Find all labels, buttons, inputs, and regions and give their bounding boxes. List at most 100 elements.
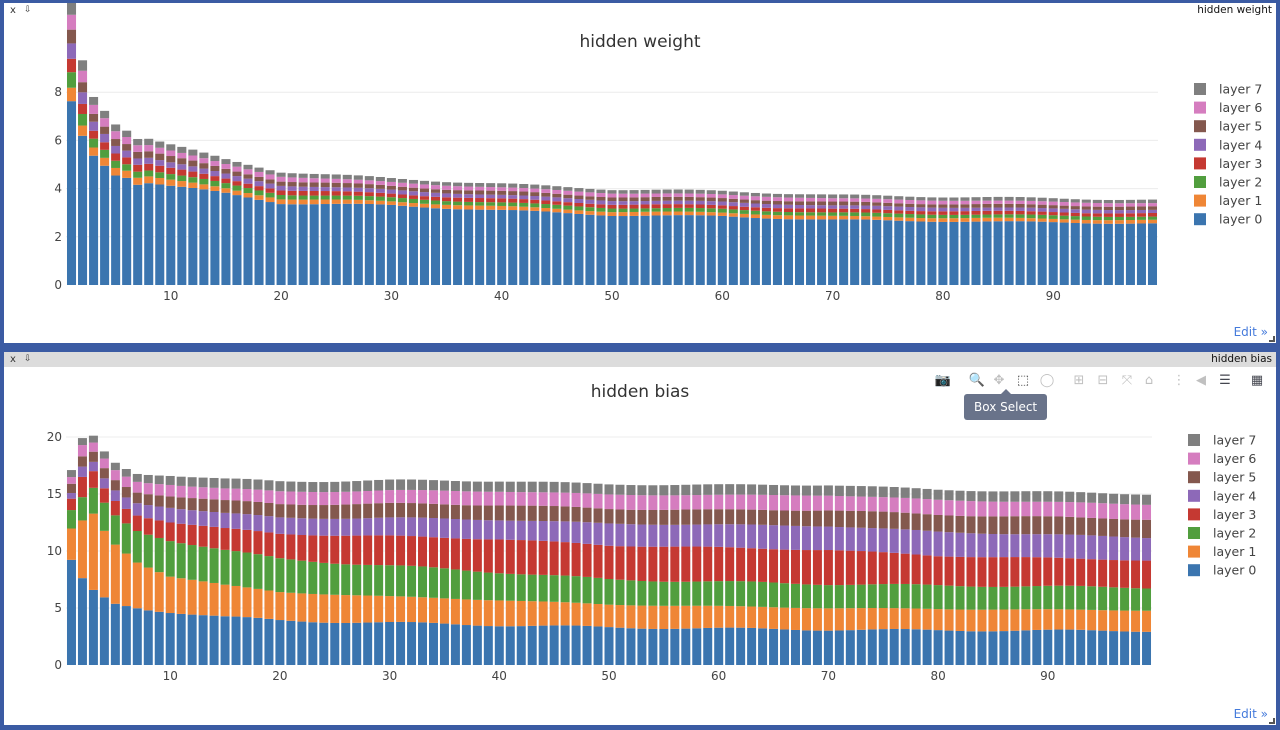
bar-segment [695, 197, 705, 201]
bar-segment [1147, 219, 1158, 224]
bar-segment [1059, 215, 1069, 220]
resize-handle[interactable] [1269, 718, 1275, 724]
bar-segment [475, 209, 485, 285]
bar-segment [1136, 223, 1146, 285]
bar-segment [823, 550, 833, 586]
bar-segment [464, 190, 474, 195]
bar-segment [176, 497, 186, 510]
bar-segment [1043, 629, 1053, 665]
close-icon[interactable]: x [10, 354, 16, 365]
bar-segment [900, 629, 910, 665]
bar-segment [845, 496, 855, 511]
bar-segment [839, 201, 849, 206]
bar-segment [430, 200, 441, 205]
close-icon[interactable]: x [10, 5, 16, 16]
bar-segment [867, 629, 877, 665]
bar-segment [1147, 206, 1158, 210]
bar-segment [955, 556, 965, 587]
bar-segment [276, 172, 286, 177]
bar-segment [571, 602, 581, 626]
pin-icon[interactable]: ⇩ [24, 354, 32, 364]
bar-segment [386, 185, 396, 190]
plotly-logo-icon[interactable]: ▦ [1250, 373, 1264, 388]
bar-segment [593, 603, 603, 627]
bar-segment [1032, 516, 1042, 535]
bar-segment [596, 197, 606, 201]
bar-segment [900, 529, 910, 554]
bar-segment [385, 535, 395, 566]
bar-segment [242, 529, 252, 553]
reset-axes-icon[interactable]: ⌂ [1144, 373, 1154, 388]
bar-segment [695, 193, 705, 198]
resize-handle[interactable] [1269, 336, 1275, 342]
bar-segment [430, 189, 441, 193]
hover-closest-icon[interactable]: ◀ [1196, 373, 1206, 388]
bar-segment [461, 481, 471, 492]
bar-segment [275, 481, 285, 492]
bar-segment [363, 518, 373, 536]
bar-segment [209, 499, 219, 512]
bar-segment [670, 546, 680, 582]
bar-segment [966, 533, 976, 558]
bar-segment [739, 210, 749, 214]
pin-icon[interactable]: ⇩ [24, 5, 32, 15]
bar-segment [155, 147, 165, 154]
edit-link[interactable]: Edit » [1233, 325, 1268, 339]
box-select-icon[interactable]: ⬚ [1016, 373, 1030, 388]
bar-segment [320, 195, 330, 200]
bar-segment [867, 496, 877, 512]
zoom-out-icon[interactable]: ⊟ [1097, 373, 1109, 388]
bar-segment [408, 191, 418, 196]
bar-segment [861, 201, 871, 206]
bar-segment [78, 103, 88, 114]
bar-segment [883, 213, 893, 217]
pan-icon[interactable]: ✥ [993, 373, 1005, 388]
bar-segment [99, 597, 109, 665]
bar-segment [684, 211, 694, 216]
zoom-icon[interactable]: 🔍 [968, 373, 986, 388]
panel-title: hidden weight [1197, 4, 1272, 16]
bar-segment [949, 211, 959, 215]
bar-segment [761, 218, 771, 285]
bar-segment [856, 608, 866, 630]
bar-segment [1147, 203, 1158, 207]
bar-segment [1114, 210, 1124, 214]
bar-segment [494, 520, 504, 540]
bar-segment [1142, 519, 1152, 539]
bar-segment [442, 204, 452, 209]
autoscale-icon[interactable]: ⤧ [1121, 373, 1133, 388]
camera-icon[interactable]: 📷 [934, 373, 952, 388]
bar-segment [1021, 557, 1031, 587]
bar-segment [966, 491, 976, 502]
bar-segment [933, 489, 943, 500]
hover-compare-icon[interactable]: ☰ [1219, 373, 1231, 388]
bar-segment [988, 516, 998, 535]
bar-segment [538, 505, 548, 522]
bar-segment [242, 501, 252, 515]
bar-segment [122, 130, 132, 137]
lasso-icon[interactable]: ◯ [1039, 373, 1055, 388]
bar-segment [165, 576, 175, 614]
bar-segment [993, 221, 1003, 285]
zoom-in-icon[interactable]: ⊞ [1073, 373, 1085, 388]
bar-segment [812, 550, 822, 585]
bar-segment [982, 197, 992, 201]
bar-segment [900, 583, 910, 609]
edit-link[interactable]: Edit » [1233, 707, 1268, 721]
bar-segment [648, 524, 658, 547]
bar-segment [714, 509, 724, 525]
bar-segment [949, 214, 959, 219]
bar-segment [750, 192, 760, 197]
legend-label: layer 2 [1219, 175, 1262, 190]
bar-segment [662, 204, 672, 209]
bar-segment [828, 212, 838, 216]
legend-label: layer 5 [1219, 119, 1262, 134]
spike-lines-icon[interactable]: ⋮ [1172, 373, 1186, 388]
bar-segment [408, 198, 418, 204]
bar-segment [812, 584, 822, 609]
bar-segment [342, 195, 352, 200]
bar-segment [736, 484, 746, 495]
legend-swatch [1194, 101, 1206, 114]
